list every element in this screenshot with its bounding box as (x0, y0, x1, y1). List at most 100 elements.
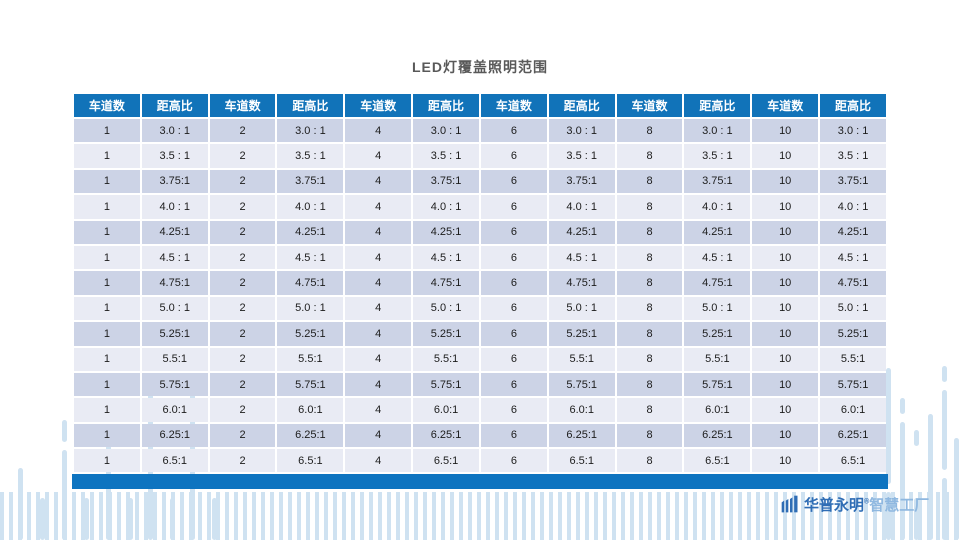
table-row: 1 6.25:1 2 6.25:1 4 6.25:1 6 6.25:1 8 6.25:1 10 6.2… (74, 423, 886, 448)
ratio-cell: 3.75:1 (277, 169, 344, 194)
lane-cell: 8 (616, 169, 683, 194)
logo-suffix: 智慧工厂 (869, 496, 930, 514)
table-header-cell: 距高比 (548, 94, 615, 117)
lane-cell: 1 (74, 144, 140, 168)
ratio-cell: 5.0 : 1 (548, 296, 615, 321)
lane-cell: 2 (209, 220, 276, 244)
lane-cell: 2 (209, 347, 276, 371)
lane-cell: 6 (480, 195, 547, 219)
lane-cell: 4 (345, 169, 412, 194)
ratio-cell: 3.0 : 1 (277, 119, 344, 143)
ratio-cell: 5.75:1 (684, 372, 751, 397)
lane-cell: 1 (74, 372, 140, 397)
lane-cell: 10 (752, 144, 819, 168)
ratio-cell: 4.25:1 (413, 220, 479, 244)
lane-cell: 2 (209, 245, 276, 270)
ratio-cell: 4.0 : 1 (820, 195, 886, 219)
ratio-cell: 4.5 : 1 (277, 245, 344, 270)
lane-cell: 1 (74, 245, 140, 270)
ratio-cell: 5.0 : 1 (413, 296, 479, 321)
ratio-cell: 6.25:1 (277, 423, 344, 448)
ratio-cell: 6.25:1 (548, 423, 615, 448)
ratio-cell: 5.0 : 1 (141, 296, 208, 321)
lane-cell: 6 (480, 119, 547, 143)
ratio-cell: 5.25:1 (548, 322, 615, 346)
table-row: 1 4.0 : 1 2 4.0 : 1 4 4.0 : 1 6 4.0 : 1 8 4.0 : 1… (74, 195, 886, 219)
lane-cell: 2 (209, 271, 276, 295)
ratio-cell: 5.25:1 (277, 322, 344, 346)
ratio-cell: 4.25:1 (820, 220, 886, 244)
lane-cell: 1 (74, 220, 140, 244)
lane-cell: 1 (74, 169, 140, 194)
table-row: 1 3.0 : 1 2 3.0 : 1 4 3.0 : 1 6 3.0 : 1 8 3.0 : 1… (74, 119, 886, 143)
ratio-cell: 3.75:1 (141, 169, 208, 194)
lane-cell: 8 (616, 296, 683, 321)
ratio-cell: 5.5:1 (277, 347, 344, 371)
ratio-cell: 4.5 : 1 (413, 245, 479, 270)
lane-cell: 1 (74, 398, 140, 422)
lane-cell: 2 (209, 398, 276, 422)
ratio-cell: 4.25:1 (548, 220, 615, 244)
ratio-cell: 5.5:1 (141, 347, 208, 371)
lane-cell: 4 (345, 372, 412, 397)
lane-cell: 4 (345, 322, 412, 346)
lane-cell: 4 (345, 144, 412, 168)
table-header-cell: 车道数 (480, 94, 547, 117)
lane-cell: 2 (209, 119, 276, 143)
lane-cell: 8 (616, 144, 683, 168)
bar-segment (942, 390, 947, 470)
ratio-cell: 6.0:1 (548, 398, 615, 422)
ratio-cell: 3.0 : 1 (820, 119, 886, 143)
table-row: 1 3.5 : 1 2 3.5 : 1 4 3.5 : 1 6 3.5 : 1 8 3.5 : 1… (74, 144, 886, 168)
ratio-cell: 5.75:1 (548, 372, 615, 397)
lane-cell: 8 (616, 271, 683, 295)
ratio-cell: 6.5:1 (413, 449, 479, 473)
ratio-cell: 5.75:1 (277, 372, 344, 397)
ratio-cell: 3.75:1 (820, 169, 886, 194)
table-header-cell: 车道数 (209, 94, 276, 117)
table-header-cell: 距高比 (684, 94, 751, 117)
ratio-cell: 4.75:1 (820, 271, 886, 295)
bottom-stripes (0, 492, 960, 540)
ratio-cell: 4.5 : 1 (684, 245, 751, 270)
ratio-cell: 4.0 : 1 (548, 195, 615, 219)
ratio-cell: 4.25:1 (277, 220, 344, 244)
ratio-cell: 5.25:1 (820, 322, 886, 346)
ratio-cell: 5.25:1 (141, 322, 208, 346)
ratio-cell: 6.0:1 (820, 398, 886, 422)
lane-cell: 1 (74, 449, 140, 473)
lane-cell: 10 (752, 322, 819, 346)
lanes-ratio-table: 车道数 距高比 车道数 距高比 车道数 距高比 车道数 距高比 车道数 距高比 车道数 距高比 1 3.… (72, 92, 888, 474)
ratio-cell: 6.0:1 (277, 398, 344, 422)
table-row: 1 4.75:1 2 4.75:1 4 4.75:1 6 4.75:1 8 4.75:1 10 4.7… (74, 271, 886, 295)
lane-cell: 1 (74, 119, 140, 143)
lane-cell: 2 (209, 296, 276, 321)
lane-cell: 2 (209, 322, 276, 346)
lane-cell: 10 (752, 271, 819, 295)
table-row: 1 4.5 : 1 2 4.5 : 1 4 4.5 : 1 6 4.5 : 1 8 4.5 : 1… (74, 245, 886, 270)
bar-segment (914, 430, 919, 446)
ratio-cell: 6.5:1 (820, 449, 886, 473)
ratio-cell: 4.0 : 1 (413, 195, 479, 219)
lane-cell: 6 (480, 271, 547, 295)
table-header-cell: 距高比 (277, 94, 344, 117)
lane-cell: 4 (345, 398, 412, 422)
ratio-cell: 4.0 : 1 (684, 195, 751, 219)
table-row: 1 5.25:1 2 5.25:1 4 5.25:1 6 5.25:1 8 5.25:1 10 5.2… (74, 322, 886, 346)
lane-cell: 6 (480, 144, 547, 168)
ratio-cell: 4.5 : 1 (141, 245, 208, 270)
lane-cell: 4 (345, 195, 412, 219)
lane-cell: 4 (345, 271, 412, 295)
ratio-cell: 3.75:1 (548, 169, 615, 194)
lane-cell: 10 (752, 220, 819, 244)
lane-cell: 6 (480, 245, 547, 270)
ratio-cell: 6.5:1 (684, 449, 751, 473)
lane-cell: 2 (209, 372, 276, 397)
table-header-cell: 距高比 (413, 94, 479, 117)
table-row: 1 5.0 : 1 2 5.0 : 1 4 5.0 : 1 6 5.0 : 1 8 5.0 : 1… (74, 296, 886, 321)
ratio-cell: 5.0 : 1 (277, 296, 344, 321)
ratio-cell: 4.75:1 (413, 271, 479, 295)
bar-segment (942, 366, 947, 382)
lane-cell: 1 (74, 296, 140, 321)
ratio-cell: 6.0:1 (141, 398, 208, 422)
